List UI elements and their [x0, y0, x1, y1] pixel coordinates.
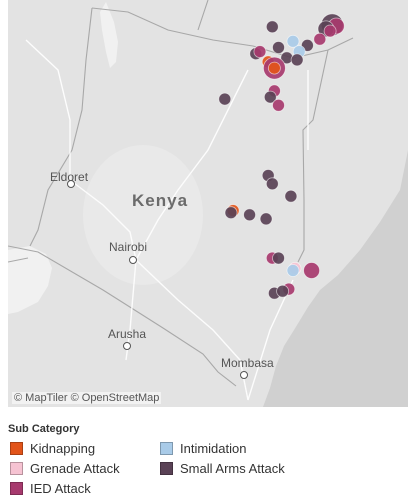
legend-label-grenade-attack: Grenade Attack — [30, 460, 120, 476]
incident-marker-ied-attack[interactable] — [253, 45, 267, 58]
legend-swatch-small-arms-attack — [160, 461, 173, 475]
legend-label-ied-attack: IED Attack — [30, 480, 91, 496]
incident-marker-small-arms-attack[interactable] — [259, 212, 273, 226]
incident-markers-layer — [218, 13, 345, 300]
legend-swatch-kidnapping — [10, 441, 23, 455]
legend-label-intimidation: Intimidation — [180, 440, 247, 456]
city-label-eldoret: Eldoret — [50, 170, 89, 184]
incident-marker-small-arms-attack[interactable] — [263, 90, 277, 104]
map-view[interactable]: Kenya Eldoret Nairobi Arusha Mombasa © M… — [8, 0, 408, 407]
incident-marker-ied-attack[interactable] — [313, 32, 327, 46]
legend-item-ied-attack[interactable]: IED Attack — [10, 480, 91, 496]
legend-item-small-arms-attack[interactable]: Small Arms Attack — [160, 460, 285, 476]
legend-swatch-grenade-attack — [10, 461, 23, 475]
lake-turkana — [100, 2, 118, 68]
city-marker-mombasa — [240, 371, 248, 379]
legend-swatch-ied-attack — [10, 481, 23, 495]
legend-label-kidnapping: Kidnapping — [30, 440, 96, 456]
city-marker-eldoret — [67, 180, 75, 188]
incident-marker-small-arms-attack[interactable] — [265, 20, 279, 34]
incident-marker-small-arms-attack[interactable] — [290, 53, 304, 67]
incident-marker-ied-attack[interactable] — [303, 262, 321, 279]
city-marker-nairobi — [129, 256, 137, 264]
incident-marker-intimidation[interactable] — [286, 264, 300, 277]
map-basemap — [8, 0, 408, 407]
legend: Sub Category Kidnapping Grenade Attack I… — [8, 420, 408, 499]
incident-marker-intimidation[interactable] — [286, 34, 300, 48]
city-label-mombasa: Mombasa — [221, 356, 274, 370]
incident-marker-small-arms-attack[interactable] — [224, 206, 238, 220]
incident-marker-small-arms-attack[interactable] — [272, 251, 285, 265]
legend-swatch-intimidation — [160, 441, 173, 455]
incident-marker-small-arms-attack[interactable] — [218, 92, 232, 106]
legend-item-intimidation[interactable]: Intimidation — [160, 440, 246, 456]
incident-marker-ied-attack[interactable] — [323, 24, 337, 38]
city-marker-arusha — [123, 342, 131, 350]
legend-label-small-arms-attack: Small Arms Attack — [180, 460, 285, 476]
lake-victoria — [8, 246, 52, 314]
incident-marker-small-arms-attack[interactable] — [284, 189, 298, 203]
city-label-arusha: Arusha — [108, 327, 147, 341]
legend-item-grenade-attack[interactable]: Grenade Attack — [10, 460, 120, 476]
legend-title: Sub Category — [8, 423, 80, 435]
map-attribution[interactable]: © MapTiler © OpenStreetMap — [12, 392, 162, 404]
ocean — [263, 150, 408, 407]
incident-marker-small-arms-attack[interactable] — [276, 284, 290, 298]
incident-marker-small-arms-attack[interactable] — [243, 208, 257, 222]
city-label-nairobi: Nairobi — [109, 240, 148, 254]
incident-marker-small-arms-attack[interactable] — [272, 41, 285, 54]
incident-marker-ied-attack[interactable] — [272, 98, 285, 112]
country-label-kenya: Kenya — [132, 191, 189, 210]
incident-marker-kidnapping[interactable] — [267, 61, 281, 75]
incident-marker-small-arms-attack[interactable] — [265, 177, 279, 191]
legend-item-kidnapping[interactable]: Kidnapping — [10, 440, 95, 456]
